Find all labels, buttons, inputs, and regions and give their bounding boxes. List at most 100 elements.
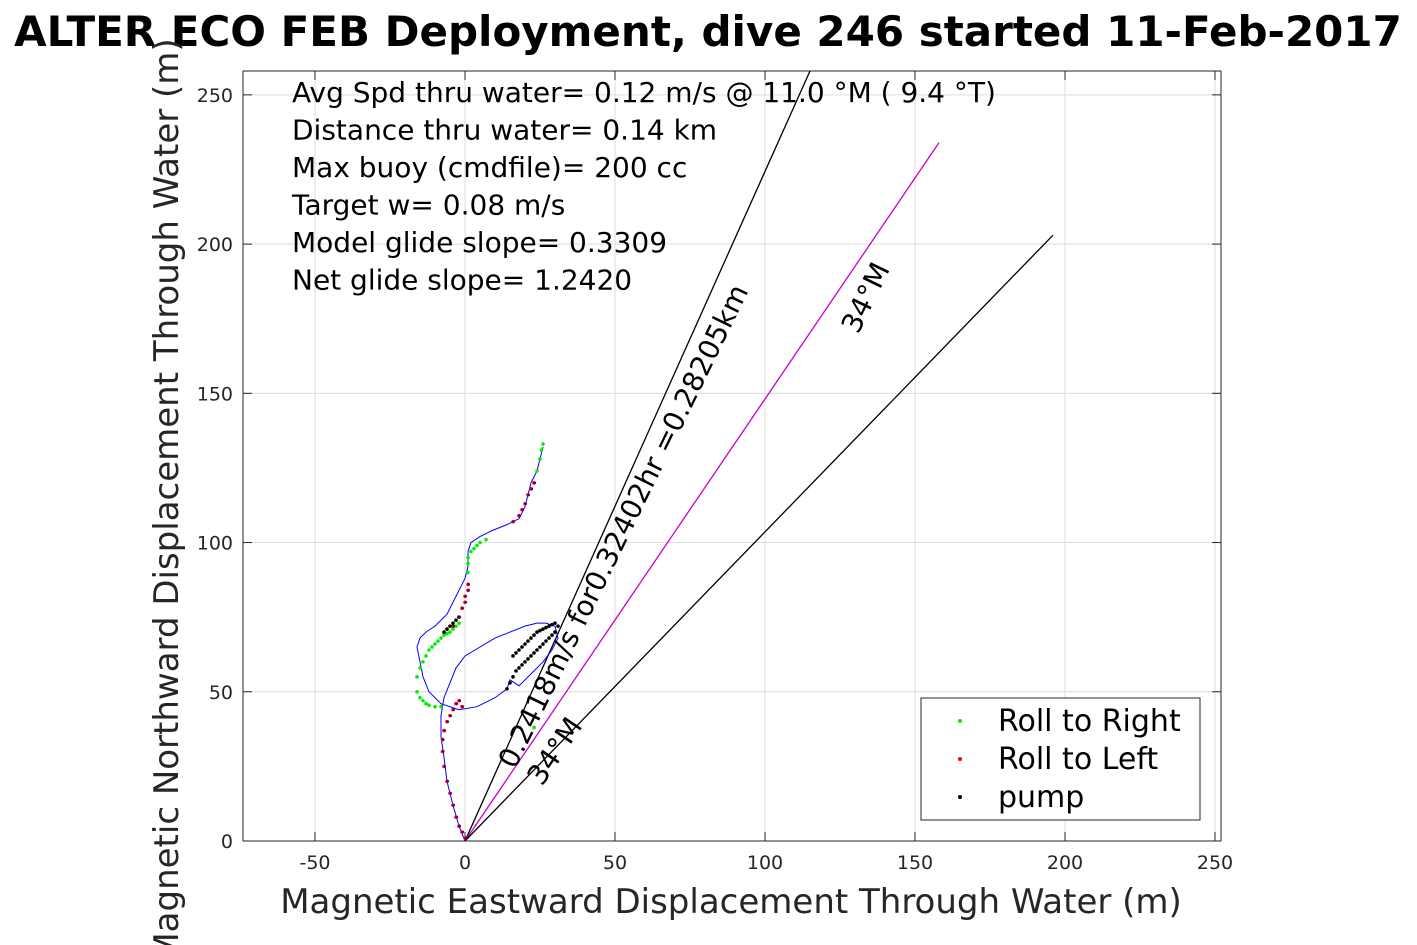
data-point — [439, 636, 443, 640]
data-point-overlay — [464, 594, 468, 598]
annotation-line-2: Max buoy (cmdfile)= 200 cc — [292, 151, 687, 184]
line-upper-bound — [464, 71, 811, 841]
data-point — [442, 630, 446, 634]
annotation-block: Avg Spd thru water= 0.12 m/s @ 11.0 °M (… — [291, 76, 996, 297]
data-point — [535, 630, 539, 634]
data-point — [511, 675, 515, 679]
data-point — [538, 645, 542, 649]
line-current — [464, 142, 940, 841]
data-point — [466, 570, 470, 575]
data-point-overlay — [458, 699, 462, 703]
line-lower-bound — [464, 234, 1054, 841]
data-point — [424, 654, 428, 658]
data-point-overlay — [461, 705, 465, 708]
y-tick-label: 100 — [197, 533, 233, 555]
data-point — [454, 618, 458, 622]
data-point-overlay — [527, 493, 531, 497]
track-line — [416, 446, 559, 841]
data-point — [466, 561, 470, 566]
data-point — [526, 639, 530, 643]
data-point-overlay — [461, 606, 465, 610]
data-point — [451, 627, 455, 631]
data-point — [436, 639, 440, 643]
data-point — [535, 648, 539, 652]
data-point — [484, 537, 488, 542]
data-point — [427, 648, 431, 652]
data-point-overlay — [512, 520, 516, 523]
data-point — [427, 703, 431, 708]
y-tick-label: 0 — [221, 831, 233, 853]
data-point — [439, 704, 443, 709]
data-point — [547, 624, 551, 628]
data-point — [553, 621, 557, 625]
data-point — [475, 543, 479, 548]
data-point-overlay — [446, 720, 450, 723]
data-point — [511, 654, 515, 658]
data-point-overlay — [449, 791, 453, 795]
annotation-line-1: Distance thru water= 0.14 km — [292, 114, 717, 147]
data-point — [544, 639, 548, 643]
data-point — [523, 660, 527, 664]
y-axis-label: Magnetic Northward Displacement Through … — [147, 38, 187, 945]
data-point-overlay — [449, 714, 453, 717]
data-point — [433, 642, 437, 646]
x-tick-label: 250 — [1197, 852, 1233, 874]
data-point-overlay — [442, 738, 445, 741]
data-point — [466, 555, 470, 560]
legend-entry-1: Roll to Left — [998, 742, 1158, 777]
current-speed-label: 0.2418m/s for0.32402hr =0.28205km — [492, 279, 755, 773]
tick-labels: -50 0 50 100 150 200 250 0 50 100 150 200 250 — [197, 85, 1233, 874]
data-point-overlay — [464, 836, 468, 840]
data-point — [472, 546, 476, 551]
annotation-line-5: Net glide slope= 1.2420 — [292, 264, 632, 297]
data-point — [517, 666, 521, 670]
y-tick-label: 200 — [197, 234, 233, 256]
data-point — [541, 642, 545, 646]
data-point-overlay — [455, 702, 459, 706]
data-point — [457, 621, 461, 625]
series-pump — [442, 615, 560, 691]
data-point — [532, 633, 536, 637]
data-point — [442, 633, 446, 637]
data-point-overlay — [467, 583, 471, 586]
data-point-overlay — [461, 830, 465, 834]
annotation-line-3: Target w= 0.08 m/s — [291, 189, 565, 222]
data-point — [454, 624, 458, 628]
data-point — [529, 636, 533, 640]
legend-marker-1 — [958, 757, 962, 761]
plot-area — [415, 71, 1054, 841]
data-point — [523, 642, 527, 646]
axis-ticks — [243, 71, 1221, 842]
y-tick-label: 150 — [197, 383, 233, 405]
y-tick-label: 50 — [209, 682, 233, 704]
x-axis-label: Magnetic Eastward Displacement Through W… — [280, 882, 1182, 922]
legend-entry-2: pump — [998, 780, 1084, 815]
x-tick-label: 50 — [603, 852, 627, 874]
annotation-line-4: Model glide slope= 0.3309 — [292, 226, 667, 259]
legend-box — [920, 697, 1201, 821]
data-point — [430, 645, 434, 649]
y-tick-label: 250 — [197, 85, 233, 107]
data-point-overlay — [533, 481, 537, 485]
data-point-overlay — [458, 615, 462, 619]
data-point — [415, 689, 419, 694]
data-point — [529, 654, 533, 658]
chart-title: ALTER ECO FEB Deployment, dive 246 start… — [14, 7, 1402, 56]
data-point-overlay — [443, 729, 447, 732]
data-point — [421, 660, 425, 664]
data-point-overlay — [443, 765, 447, 768]
data-point — [553, 630, 557, 634]
data-point-overlay — [524, 502, 528, 506]
x-tick-label: 100 — [747, 852, 783, 874]
data-point — [538, 457, 542, 461]
data-point-overlay — [518, 514, 522, 517]
legend-marker-0 — [958, 719, 962, 723]
data-point — [421, 698, 425, 703]
data-point-overlay — [458, 824, 462, 828]
data-point — [514, 669, 518, 673]
data-point — [541, 627, 545, 631]
data-point — [532, 651, 536, 655]
data-point-overlay — [530, 487, 534, 491]
